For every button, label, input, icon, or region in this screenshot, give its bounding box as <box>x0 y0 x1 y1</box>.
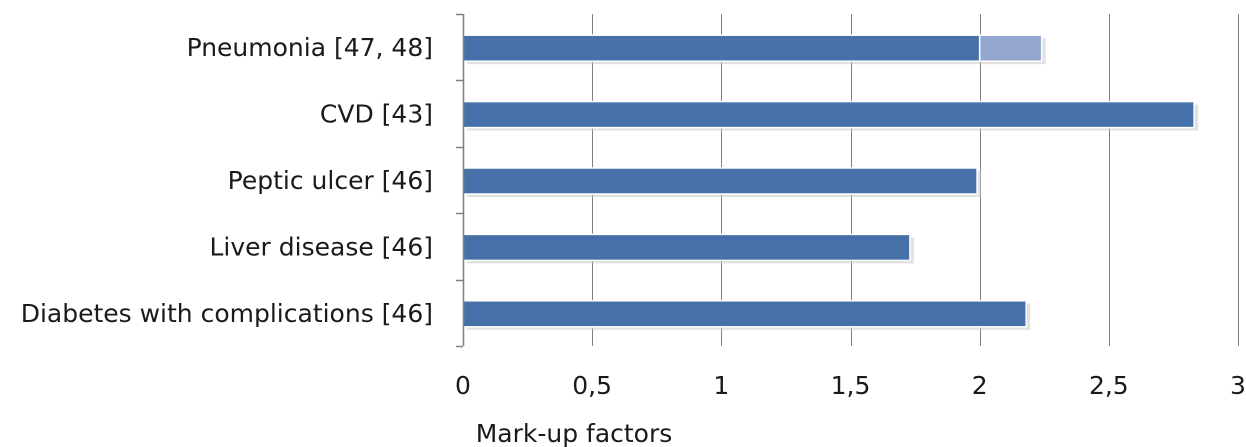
x-tick-label: 0 <box>455 371 471 400</box>
x-tick-label: 2 <box>972 371 988 400</box>
bars <box>462 34 1199 330</box>
bar-secondary <box>978 34 1043 62</box>
x-tick-label: 0,5 <box>572 371 612 400</box>
bar-primary <box>462 34 981 62</box>
x-tick-label: 3 <box>1230 371 1246 400</box>
bar-primary <box>462 300 1027 328</box>
x-tick-label: 1 <box>713 371 729 400</box>
x-tick-label: 2,5 <box>1089 371 1129 400</box>
category-label: Pneumonia [47, 48] <box>187 33 433 62</box>
x-tick-labels: 0 0,5 1 1,5 2 2,5 3 <box>455 371 1246 400</box>
axes <box>456 13 465 348</box>
category-label: Liver disease [46] <box>210 232 434 261</box>
category-label: Peptic ulcer [46] <box>228 166 433 195</box>
bar-primary <box>462 233 911 262</box>
category-label: CVD [43] <box>320 100 433 129</box>
bar-primary <box>462 167 978 195</box>
x-tick-label: 1,5 <box>831 371 871 400</box>
category-label: Diabetes with complications [46] <box>21 299 433 328</box>
x-axis-title: Mark-up factors <box>476 419 673 447</box>
bar-primary <box>462 100 1195 129</box>
category-labels: Pneumonia [47, 48] CVD [43] Peptic ulcer [… <box>21 33 433 328</box>
